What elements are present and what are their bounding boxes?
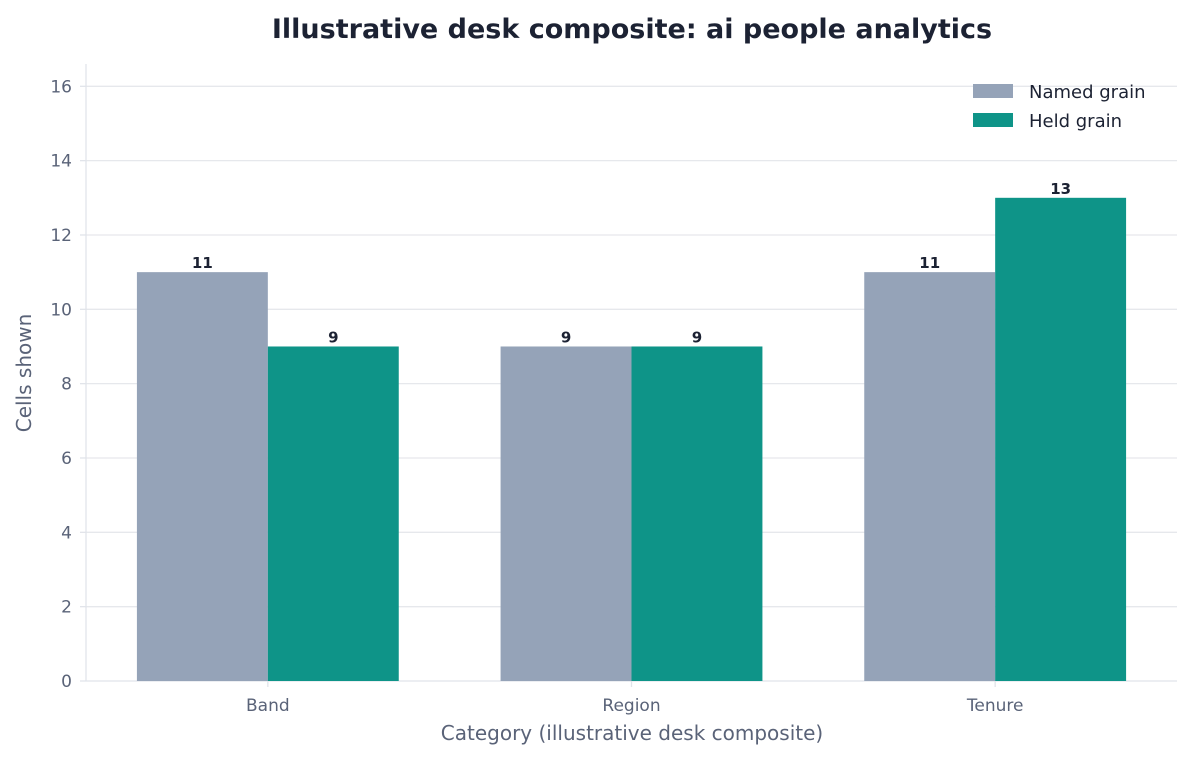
- y-axis-label: Cells shown: [12, 314, 36, 433]
- bar-held-grain-band: [267, 346, 399, 681]
- y-tick-label: 10: [50, 300, 72, 320]
- data-label: 9: [561, 328, 571, 346]
- chart-title: Illustrative desk composite: ai people a…: [272, 14, 992, 45]
- legend-label: Named grain: [1029, 82, 1146, 103]
- x-axis-label: Category (illustrative desk composite): [441, 721, 823, 745]
- x-tick-label: Band: [246, 696, 290, 716]
- legend-label: Held grain: [1029, 111, 1122, 132]
- bar-held-grain-region: [631, 346, 763, 681]
- x-tick-label: Tenure: [966, 696, 1024, 716]
- bar-named-grain-tenure: [864, 272, 996, 681]
- data-label: 9: [328, 328, 338, 346]
- y-tick-label: 16: [50, 77, 72, 97]
- data-labels: 11 9 9 9 11 13: [192, 180, 1071, 347]
- bar-held-grain-tenure: [995, 197, 1127, 681]
- data-label: 9: [692, 328, 702, 346]
- y-tick-label: 2: [61, 598, 72, 618]
- tick-labels: 0 2 4 6 8 10 12 14 16 Band Region Tenure: [50, 77, 1023, 716]
- data-label: 11: [919, 254, 940, 272]
- x-tick-label: Region: [602, 696, 660, 716]
- y-tick-label: 4: [61, 523, 72, 543]
- bar-named-grain-region: [500, 346, 632, 681]
- y-tick-label: 12: [50, 226, 72, 246]
- legend: Named grain Held grain: [973, 82, 1146, 132]
- legend-swatch: [973, 84, 1013, 98]
- data-label: 13: [1050, 180, 1071, 198]
- bars: [136, 197, 1127, 681]
- y-tick-label: 0: [61, 672, 72, 692]
- data-label: 11: [192, 254, 213, 272]
- bar-named-grain-band: [136, 272, 268, 681]
- legend-swatch: [973, 113, 1013, 127]
- y-tick-label: 6: [61, 449, 72, 469]
- y-tick-label: 8: [61, 375, 72, 395]
- y-tick-label: 14: [50, 152, 72, 172]
